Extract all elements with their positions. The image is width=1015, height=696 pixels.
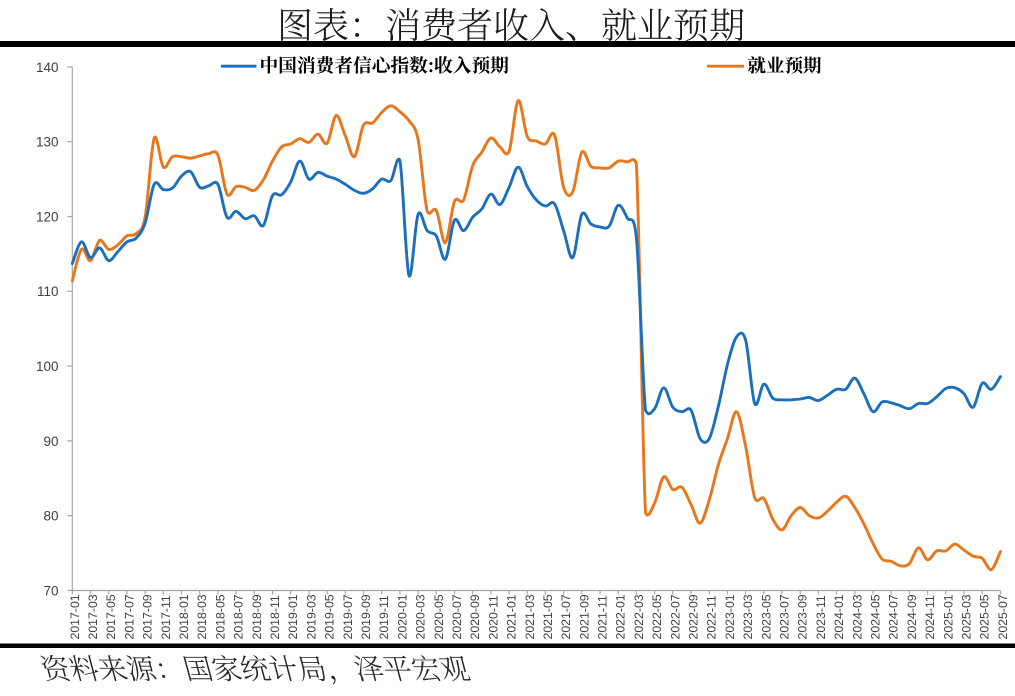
svg-text:2021-09: 2021-09 bbox=[577, 594, 591, 639]
svg-text:2024-09: 2024-09 bbox=[905, 594, 919, 639]
svg-text:2018-11: 2018-11 bbox=[268, 595, 282, 639]
svg-text:2021-07: 2021-07 bbox=[559, 594, 573, 639]
svg-text:2022-09: 2022-09 bbox=[687, 594, 701, 639]
svg-text:2022-11: 2022-11 bbox=[705, 595, 719, 639]
svg-text:2025-05: 2025-05 bbox=[978, 594, 992, 639]
svg-text:2020-07: 2020-07 bbox=[450, 594, 464, 639]
svg-text:2018-09: 2018-09 bbox=[250, 594, 264, 639]
svg-text:2017-11: 2017-11 bbox=[159, 595, 173, 639]
svg-text:2019-03: 2019-03 bbox=[304, 594, 318, 639]
svg-text:140: 140 bbox=[36, 60, 59, 75]
svg-text:2017-05: 2017-05 bbox=[104, 594, 118, 639]
svg-text:2018-05: 2018-05 bbox=[213, 594, 227, 639]
svg-text:2024-01: 2024-01 bbox=[832, 594, 846, 639]
svg-text:2020-11: 2020-11 bbox=[486, 595, 500, 639]
svg-text:2019-11: 2019-11 bbox=[377, 595, 391, 639]
svg-text:80: 80 bbox=[43, 509, 58, 524]
svg-text:2017-01: 2017-01 bbox=[68, 594, 82, 639]
svg-text:2020-05: 2020-05 bbox=[432, 594, 446, 639]
svg-text:2019-01: 2019-01 bbox=[286, 594, 300, 639]
svg-text:2025-01: 2025-01 bbox=[941, 594, 955, 639]
svg-text:2021-11: 2021-11 bbox=[596, 595, 610, 639]
svg-text:2024-05: 2024-05 bbox=[869, 594, 883, 639]
svg-text:2022-03: 2022-03 bbox=[632, 594, 646, 639]
svg-text:2018-01: 2018-01 bbox=[177, 594, 191, 639]
svg-text:2021-03: 2021-03 bbox=[523, 594, 537, 639]
svg-text:2018-07: 2018-07 bbox=[232, 594, 246, 639]
svg-text:2024-03: 2024-03 bbox=[850, 594, 864, 639]
svg-text:2024-07: 2024-07 bbox=[887, 594, 901, 639]
svg-text:70: 70 bbox=[43, 583, 58, 598]
svg-text:2023-01: 2023-01 bbox=[723, 594, 737, 639]
svg-text:2021-01: 2021-01 bbox=[505, 594, 519, 639]
svg-text:90: 90 bbox=[43, 434, 58, 449]
svg-text:2021-05: 2021-05 bbox=[541, 594, 555, 639]
svg-text:2019-09: 2019-09 bbox=[359, 594, 373, 639]
svg-text:2019-07: 2019-07 bbox=[341, 594, 355, 639]
svg-text:100: 100 bbox=[36, 359, 59, 374]
svg-text:2025-03: 2025-03 bbox=[960, 594, 974, 639]
svg-text:2017-07: 2017-07 bbox=[122, 594, 136, 639]
svg-text:2023-05: 2023-05 bbox=[759, 594, 773, 639]
svg-text:2019-05: 2019-05 bbox=[323, 594, 337, 639]
svg-text:2020-03: 2020-03 bbox=[414, 594, 428, 639]
svg-text:110: 110 bbox=[37, 284, 59, 299]
svg-text:2017-03: 2017-03 bbox=[86, 594, 100, 639]
svg-text:2022-01: 2022-01 bbox=[614, 594, 628, 639]
svg-text:2022-07: 2022-07 bbox=[668, 594, 682, 639]
svg-text:2023-03: 2023-03 bbox=[741, 594, 755, 639]
svg-text:2025-07: 2025-07 bbox=[996, 594, 1010, 639]
svg-text:130: 130 bbox=[36, 135, 59, 150]
svg-text:2023-11: 2023-11 bbox=[814, 595, 828, 639]
svg-text:2020-01: 2020-01 bbox=[395, 594, 409, 639]
svg-text:2020-09: 2020-09 bbox=[468, 594, 482, 639]
svg-text:2023-07: 2023-07 bbox=[778, 594, 792, 639]
svg-text:2018-03: 2018-03 bbox=[195, 594, 209, 639]
svg-text:2022-05: 2022-05 bbox=[650, 594, 664, 639]
svg-text:2023-09: 2023-09 bbox=[796, 594, 810, 639]
svg-text:120: 120 bbox=[36, 209, 59, 224]
svg-text:2017-09: 2017-09 bbox=[141, 594, 155, 639]
svg-text:2024-11: 2024-11 bbox=[923, 595, 937, 639]
